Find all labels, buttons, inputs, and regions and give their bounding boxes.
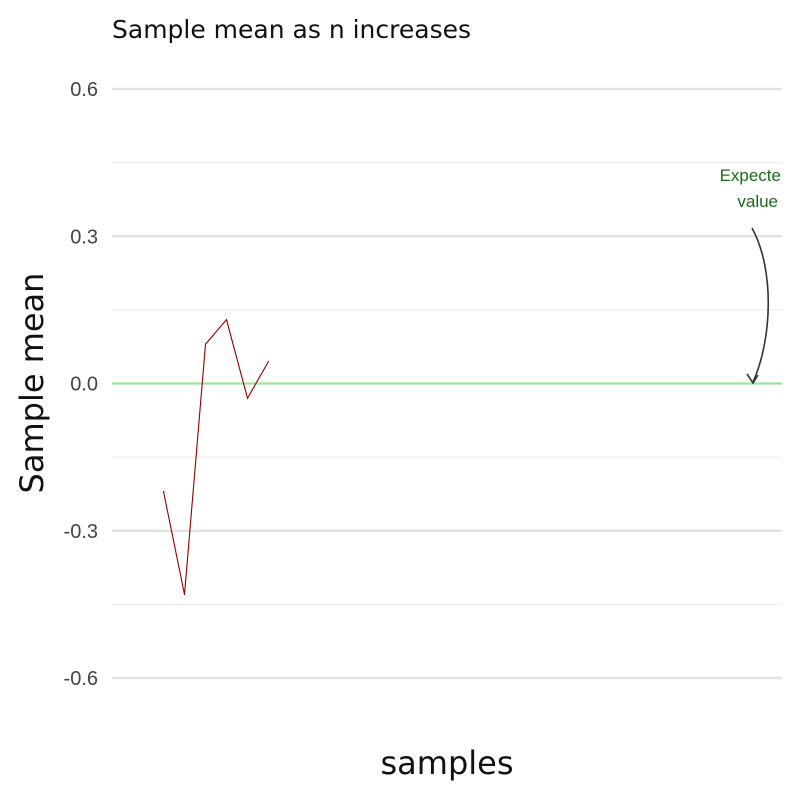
sample-mean-line: [162, 318, 269, 595]
data-point: [204, 343, 207, 345]
data-point: [246, 397, 249, 399]
y-tick-label: 0.6: [70, 79, 98, 101]
data-point: [183, 593, 186, 596]
y-tick-label: 0.3: [70, 226, 98, 248]
y-tick-label: 0.0: [70, 374, 98, 396]
annotation-arrowhead: [746, 373, 759, 385]
data-point: [267, 360, 270, 363]
chart-title: Sample mean as n increases: [112, 15, 471, 44]
annotation-text-line-2: value: [737, 192, 778, 211]
x-axis-title: samples: [380, 744, 513, 782]
minor-gridlines: [112, 162, 782, 605]
data-point: [225, 319, 228, 321]
annotation-text-line-1: Expecte: [720, 166, 781, 185]
y-tick-labels: -0.6 -0.3 0.0 0.3 0.6: [64, 79, 98, 690]
series-points: [162, 319, 270, 596]
y-tick-label: -0.6: [64, 668, 98, 690]
y-axis-title: Sample mean: [13, 273, 51, 494]
y-tick-label: -0.3: [64, 521, 98, 543]
data-point: [162, 490, 165, 493]
annotation-arrow: [751, 227, 770, 383]
